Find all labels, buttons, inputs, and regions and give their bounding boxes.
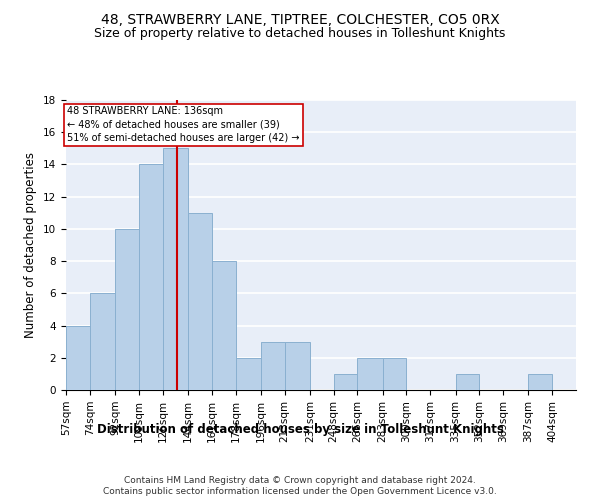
- Bar: [383, 358, 406, 390]
- Bar: [90, 294, 115, 390]
- Bar: [529, 374, 552, 390]
- Bar: [115, 229, 139, 390]
- Bar: [188, 213, 212, 390]
- Y-axis label: Number of detached properties: Number of detached properties: [25, 152, 37, 338]
- Text: Size of property relative to detached houses in Tolleshunt Knights: Size of property relative to detached ho…: [94, 28, 506, 40]
- Bar: [212, 261, 236, 390]
- Text: 48 STRAWBERRY LANE: 136sqm
← 48% of detached houses are smaller (39)
51% of semi: 48 STRAWBERRY LANE: 136sqm ← 48% of deta…: [67, 106, 300, 143]
- Bar: [139, 164, 163, 390]
- Bar: [163, 148, 188, 390]
- Text: 48, STRAWBERRY LANE, TIPTREE, COLCHESTER, CO5 0RX: 48, STRAWBERRY LANE, TIPTREE, COLCHESTER…: [101, 12, 499, 26]
- Bar: [455, 374, 479, 390]
- Bar: [261, 342, 284, 390]
- Text: Contains HM Land Registry data © Crown copyright and database right 2024.: Contains HM Land Registry data © Crown c…: [124, 476, 476, 485]
- Bar: [236, 358, 261, 390]
- Bar: [66, 326, 90, 390]
- Text: Distribution of detached houses by size in Tolleshunt Knights: Distribution of detached houses by size …: [97, 422, 503, 436]
- Bar: [284, 342, 310, 390]
- Text: Contains public sector information licensed under the Open Government Licence v3: Contains public sector information licen…: [103, 488, 497, 496]
- Bar: [358, 358, 383, 390]
- Bar: [334, 374, 358, 390]
